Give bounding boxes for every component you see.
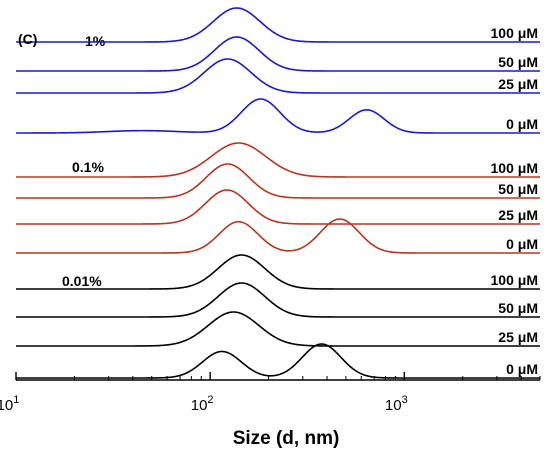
x-axis-ticks: 101 102 103: [0, 372, 541, 414]
series-line: [16, 58, 540, 94]
series-line: [16, 189, 540, 225]
series-label: 25 μM: [498, 207, 538, 223]
series-label: 0 μM: [506, 116, 538, 132]
series-line: [16, 36, 540, 72]
series-label: 50 μM: [498, 54, 538, 70]
series-line: [16, 218, 540, 254]
series-line: [16, 343, 540, 379]
group-label: 0.01%: [62, 273, 102, 289]
series-label: 0 μM: [506, 236, 538, 252]
x-tick-label: 101: [0, 394, 19, 414]
group-label: 1%: [85, 33, 106, 49]
series-label: 50 μM: [498, 181, 538, 197]
series-line: [16, 282, 540, 318]
group-label: 0.1%: [72, 159, 104, 175]
plot-area: 1% 100 μM 50 μM 25 μM 0 μM 0.1% 100 μM 50 μM 25 …: [16, 7, 540, 379]
series-line: [16, 163, 540, 199]
series-label: 25 μM: [498, 329, 538, 345]
series-label: 100 μM: [491, 25, 538, 41]
series-line: [16, 98, 540, 134]
series-line: [16, 7, 540, 43]
series-line: [16, 142, 540, 178]
series-line: [16, 311, 540, 347]
x-tick-label: 103: [385, 394, 408, 414]
series-label: 25 μM: [498, 76, 538, 92]
series-line: [16, 254, 540, 290]
series-label: 100 μM: [491, 272, 538, 288]
series-label: 50 μM: [498, 300, 538, 316]
panel-label: (C): [18, 31, 37, 47]
x-tick-label: 102: [191, 394, 214, 414]
series-label: 0 μM: [506, 361, 538, 377]
series-label: 100 μM: [491, 160, 538, 176]
x-axis-title: Size (d, nm): [233, 428, 340, 449]
